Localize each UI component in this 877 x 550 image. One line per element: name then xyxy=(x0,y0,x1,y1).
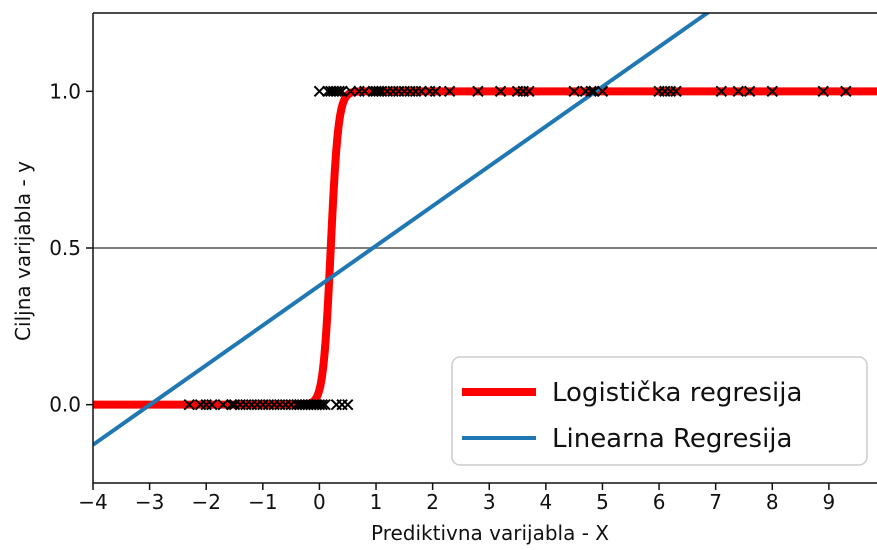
y-tick-label: 1.0 xyxy=(49,79,81,103)
x-tick-label: 2 xyxy=(426,490,439,514)
scatter-point xyxy=(359,85,371,98)
x-tick-label: 3 xyxy=(483,490,496,514)
scatter-layer xyxy=(183,85,852,411)
x-axis-label: Prediktivna varijabla - X xyxy=(371,521,609,545)
scatter-point xyxy=(313,85,326,98)
legend-box xyxy=(451,356,868,466)
scatter-point xyxy=(715,85,728,98)
x-tick-label: −2 xyxy=(191,490,220,514)
scatter-point xyxy=(585,85,597,98)
scatter-point xyxy=(840,85,852,98)
x-tick-label: 7 xyxy=(709,490,722,514)
scatter-point xyxy=(472,85,484,98)
scatter-point xyxy=(494,85,507,98)
series-line-linear xyxy=(93,13,711,447)
scatter-point xyxy=(336,85,348,98)
scatter-point xyxy=(206,398,218,411)
x-tick-label: −3 xyxy=(135,490,164,514)
x-tick-label: 8 xyxy=(766,490,779,514)
x-tick-label: 4 xyxy=(539,490,552,514)
x-tick-label: 5 xyxy=(596,490,609,514)
x-axis-ticks: −4 −3 −2 −1 0 1 2 3 4 5 6 7 8 9 xyxy=(78,483,835,514)
scatter-point xyxy=(415,85,428,98)
y-tick-label: 0.5 xyxy=(49,236,81,260)
scatter-point xyxy=(568,85,580,98)
scatter-point xyxy=(743,85,756,98)
scatter-point xyxy=(766,85,778,98)
scatter-point xyxy=(225,398,238,411)
scatter-point xyxy=(217,398,229,411)
x-tick-label: 9 xyxy=(823,490,836,514)
x-tick-label: 6 xyxy=(653,490,666,514)
scatter-point xyxy=(443,85,456,98)
scatter-point xyxy=(817,85,829,98)
x-tick-label: −1 xyxy=(248,490,277,514)
y-axis-ticks: 0.0 0.5 1.0 xyxy=(49,79,93,417)
scatter-point xyxy=(183,398,195,411)
x-tick-label: 0 xyxy=(313,490,326,514)
legend-label-logistic: Logistička regresija xyxy=(552,378,802,408)
scatter-point xyxy=(344,85,357,98)
scatter-point xyxy=(670,85,682,98)
scatter-point xyxy=(588,85,600,98)
y-axis-label: Ciljna varijabla - y xyxy=(11,161,35,341)
scatter-point xyxy=(316,398,328,411)
x-tick-label: −4 xyxy=(78,490,107,514)
legend: Logistička regresija Linearna Regresija xyxy=(451,356,868,466)
scatter-point xyxy=(342,398,354,411)
legend-label-linear: Linearna Regresija xyxy=(552,424,792,454)
scatter-point xyxy=(523,85,535,98)
y-tick-label: 0.0 xyxy=(49,393,81,417)
scatter-point xyxy=(373,85,385,98)
scatter-point xyxy=(319,398,331,411)
scatter-point xyxy=(429,85,442,98)
scatter-point xyxy=(333,85,345,98)
x-tick-label: 1 xyxy=(370,490,383,514)
scatter-point xyxy=(732,85,745,98)
scatter-point xyxy=(596,85,609,98)
